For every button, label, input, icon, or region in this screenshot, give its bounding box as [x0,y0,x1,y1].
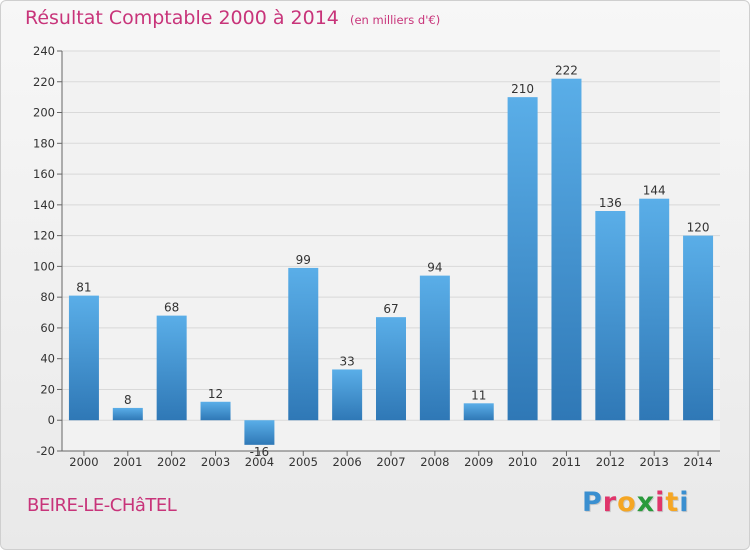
logo-letter: i [655,487,666,518]
x-tick-label: 2012 [596,455,625,469]
bar-value-label: 67 [383,302,398,316]
bar-value-label: 136 [599,196,622,210]
y-tick-label: 120 [33,229,55,243]
bar-value-label: 68 [164,301,179,315]
x-tick-label: 2003 [201,455,230,469]
x-tick-label: 2009 [464,455,493,469]
y-tick-label: 60 [40,321,55,335]
x-tick-label: 2008 [420,455,449,469]
bar-value-label: 210 [511,82,534,96]
bar [376,317,406,421]
bar-value-label: 99 [296,253,311,267]
bar-value-label: 12 [208,387,223,401]
y-tick-label: 80 [40,290,55,304]
chart-unit: (en milliers d'€) [349,13,441,27]
x-tick-label: 2010 [508,455,537,469]
bar [463,403,494,421]
bar [200,401,231,421]
bar [551,78,582,421]
logo-letter: r [602,487,618,518]
bar-value-label: 222 [555,64,578,78]
y-tick-label: 20 [40,382,55,396]
x-tick-label: 2014 [683,455,712,469]
x-tick-label: 2011 [552,455,581,469]
x-tick-label: 2001 [113,455,142,469]
x-tick-label: 2007 [376,455,405,469]
y-tick-label: 180 [33,136,55,150]
bar-value-label: 8 [124,393,132,407]
logo-letter: x [636,487,656,518]
bar [68,295,99,421]
y-tick-label: 40 [40,352,55,366]
bar [507,97,538,421]
y-tick-label: 220 [33,75,55,89]
bar-value-label: 120 [687,221,710,235]
y-tick-label: 0 [48,413,55,427]
x-tick-label: 2002 [157,455,186,469]
logo-letter: P [582,487,603,518]
logo-letter: o [617,487,637,518]
proxiti-logo: Proxiti [582,487,690,518]
y-tick-label: 140 [33,198,55,212]
y-tick-label: -20 [36,444,55,458]
chart-title-text: Résultat Comptable 2000 à 2014 [25,7,339,29]
bar [112,407,143,421]
x-tick-label: 2013 [640,455,669,469]
bar [419,275,450,421]
commune-name: BEIRE-LE-CHâTEL [27,495,177,516]
bar [639,198,670,421]
x-tick-label: 2005 [289,455,318,469]
bar-value-label: 144 [643,184,666,198]
bar [156,315,187,421]
bar-value-label: 11 [471,388,486,402]
y-tick-label: 160 [33,167,55,181]
logo-letter: t [665,487,680,518]
bar-value-label: 33 [339,354,354,368]
y-tick-label: 240 [33,44,55,58]
y-tick-label: 100 [33,259,55,273]
y-tick-label: 200 [33,106,55,120]
bar [595,211,626,421]
bar-value-label: 94 [427,261,442,275]
x-tick-label: 2006 [332,455,361,469]
logo-letter: i [679,487,690,518]
bar [288,267,319,421]
bar-value-label: 81 [76,281,91,295]
bar [332,369,363,421]
bar [244,420,275,445]
x-tick-label: 2004 [245,455,274,469]
x-tick-label: 2000 [69,455,98,469]
bar [683,235,714,421]
chart-title: Résultat Comptable 2000 à 2014 (en milli… [25,7,440,29]
